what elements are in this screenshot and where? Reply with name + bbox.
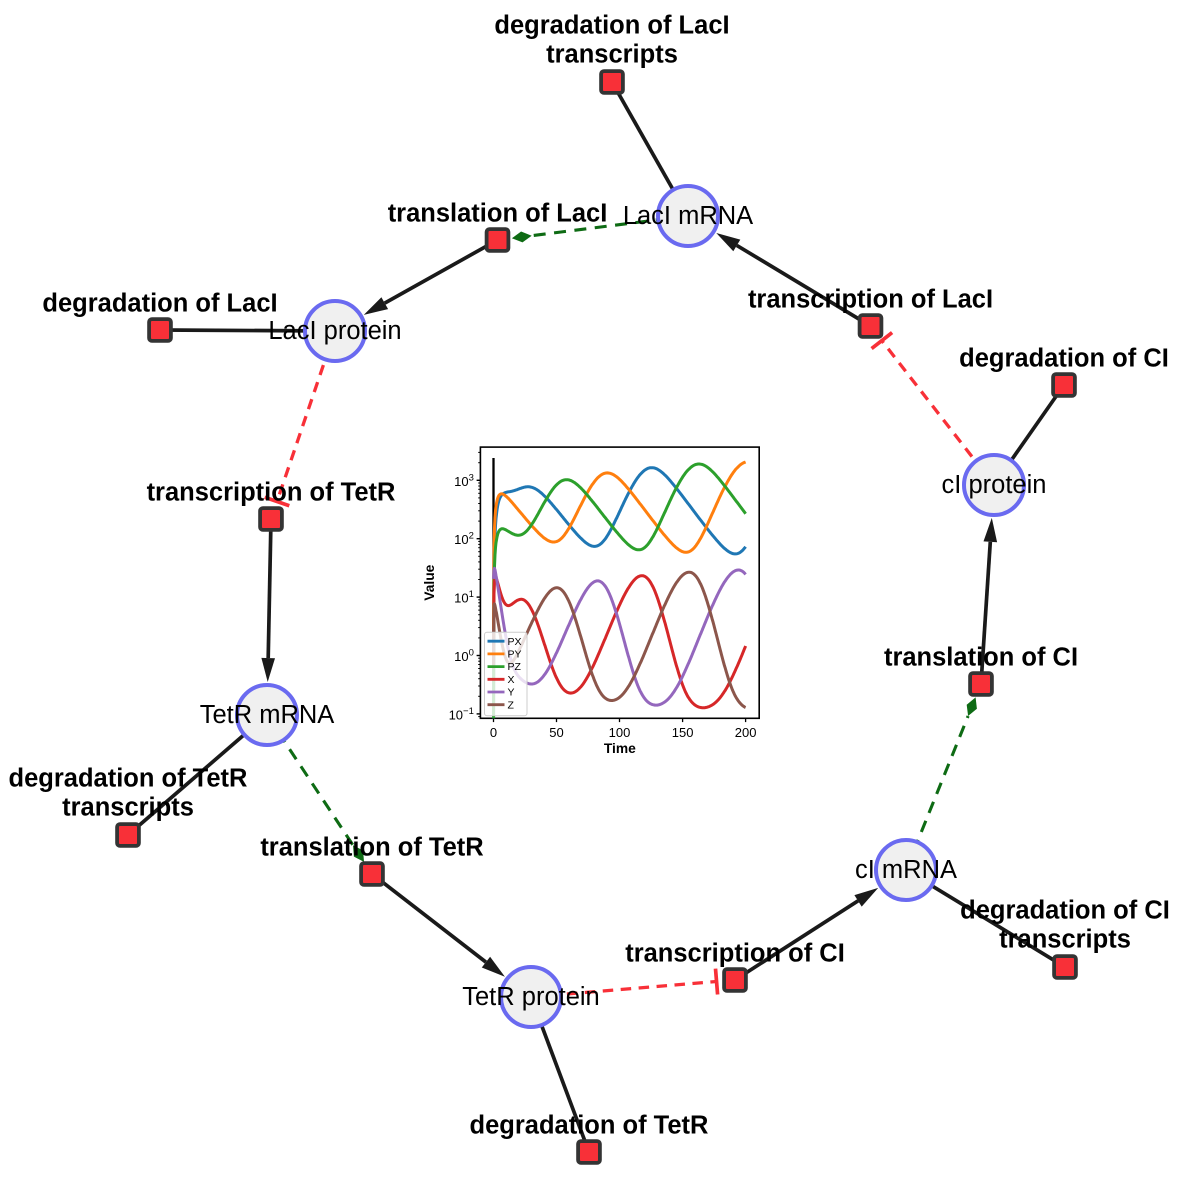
svg-text:translation of CI: translation of CI (884, 644, 1078, 672)
svg-text:LacI mRNA: LacI mRNA (623, 202, 753, 230)
svg-text:translation of TetR: translation of TetR (260, 834, 483, 862)
svg-text:translation of LacI: translation of LacI (388, 200, 608, 228)
svg-text:200: 200 (735, 725, 757, 740)
svg-text:cI protein: cI protein (942, 471, 1047, 499)
svg-text:100: 100 (609, 725, 631, 740)
svg-text:X: X (508, 674, 515, 686)
svg-text:transcripts: transcripts (546, 41, 678, 69)
svg-text:degradation of TetR: degradation of TetR (9, 765, 248, 793)
svg-text:PY: PY (508, 649, 522, 661)
svg-text:0: 0 (490, 725, 497, 740)
svg-text:Z: Z (508, 699, 515, 711)
svg-text:transcription of TetR: transcription of TetR (147, 479, 396, 507)
svg-text:PX: PX (508, 636, 522, 648)
svg-text:Value: Value (422, 564, 437, 600)
svg-text:degradation of CI: degradation of CI (959, 345, 1169, 373)
svg-text:TetR protein: TetR protein (462, 983, 600, 1011)
svg-text:TetR mRNA: TetR mRNA (200, 701, 335, 729)
svg-text:transcripts: transcripts (999, 926, 1131, 954)
svg-text:degradation of CI: degradation of CI (960, 897, 1170, 925)
svg-text:Y: Y (508, 687, 515, 699)
svg-text:50: 50 (549, 725, 563, 740)
svg-text:cI mRNA: cI mRNA (855, 856, 957, 884)
svg-text:LacI protein: LacI protein (268, 317, 401, 345)
svg-text:Time: Time (604, 741, 636, 756)
svg-text:transcripts: transcripts (62, 794, 194, 822)
svg-text:degradation of TetR: degradation of TetR (470, 1112, 709, 1140)
svg-text:PZ: PZ (508, 661, 522, 673)
svg-text:transcription of LacI: transcription of LacI (748, 286, 993, 314)
svg-text:degradation of LacI: degradation of LacI (42, 290, 277, 318)
svg-text:150: 150 (672, 725, 694, 740)
svg-text:degradation of LacI: degradation of LacI (494, 12, 729, 40)
svg-text:transcription of CI: transcription of CI (625, 940, 845, 968)
